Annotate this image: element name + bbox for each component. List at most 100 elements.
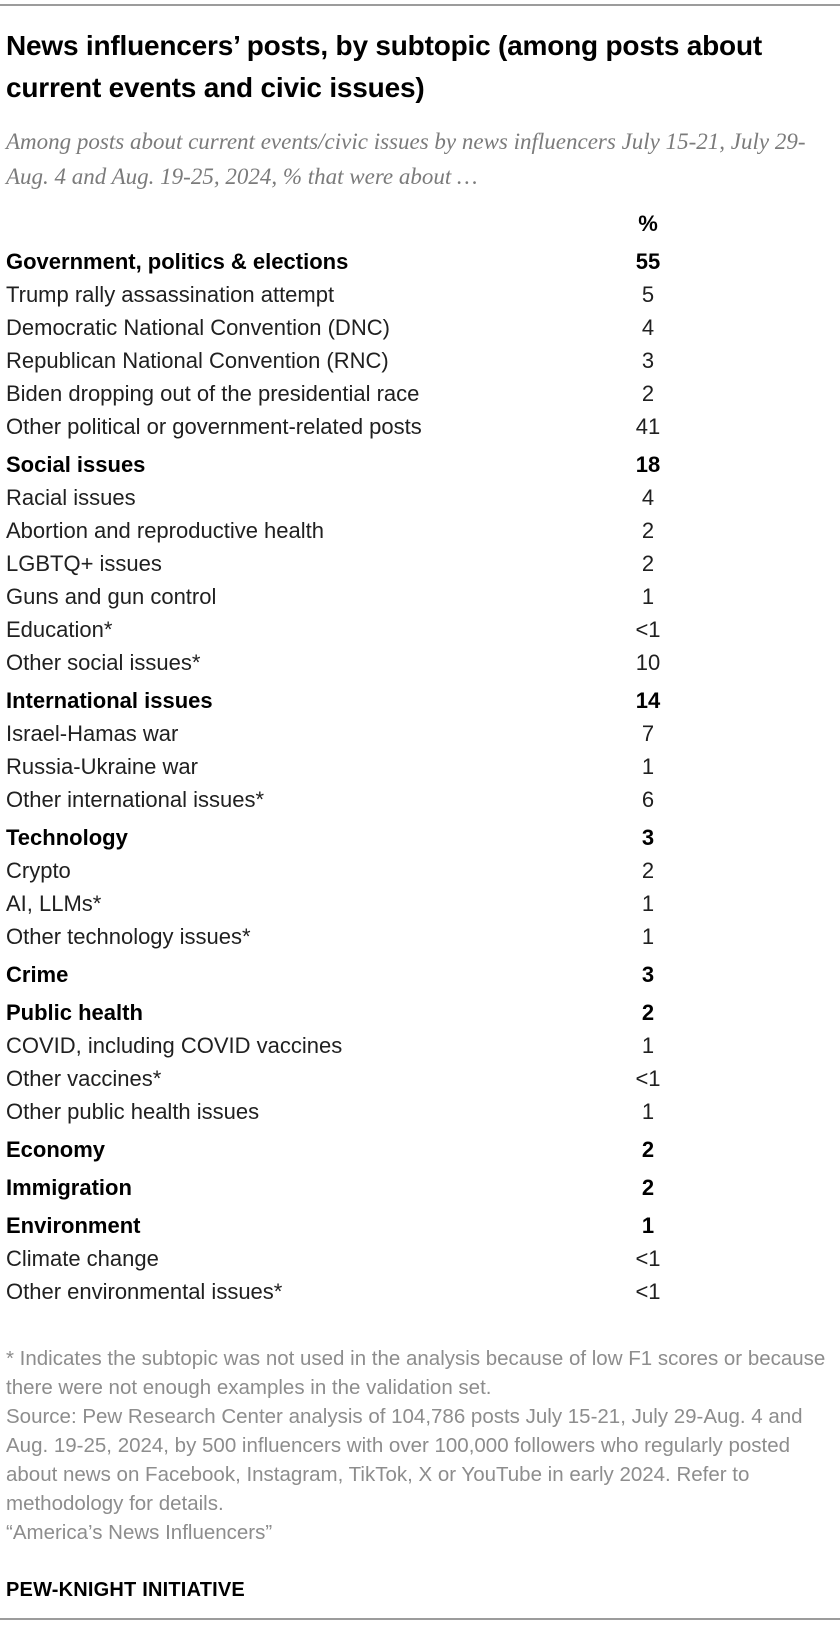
percent-column-header: % — [638, 211, 658, 236]
table-row: Crime 3 — [6, 958, 834, 991]
table-row: Israel-Hamas war 7 — [6, 717, 834, 750]
row-label: Other social issues* — [6, 650, 201, 675]
table-row: Other technology issues* 1 — [6, 920, 834, 953]
table-row: AI, LLMs* 1 — [6, 887, 834, 920]
row-value: 2 — [641, 381, 655, 406]
bottom-divider — [0, 1618, 840, 1620]
row-label: Economy — [6, 1137, 106, 1162]
top-divider — [0, 4, 840, 6]
row-label: Racial issues — [6, 485, 136, 510]
brand-label: PEW-KNIGHT INITIATIVE — [6, 1579, 245, 1601]
report-title: “America’s News Influencers” — [6, 1521, 273, 1544]
table-row: Democratic National Convention (DNC) 4 — [6, 311, 834, 344]
row-label: Democratic National Convention (DNC) — [6, 315, 390, 340]
table-row: Biden dropping out of the presidential r… — [6, 377, 834, 410]
table-row: Social issues 18 — [6, 448, 834, 481]
row-label: Education* — [6, 617, 113, 642]
row-label: Trump rally assassination attempt — [6, 282, 335, 307]
chart-card: News influencers’ posts, by subtopic (am… — [0, 25, 840, 1602]
row-label: Immigration — [6, 1175, 132, 1200]
page-title: News influencers’ posts, by subtopic (am… — [6, 30, 762, 103]
row-label: International issues — [6, 688, 213, 713]
row-label: Other vaccines* — [6, 1066, 162, 1091]
table-row: Government, politics & elections 55 — [6, 245, 834, 278]
table-row: Crypto 2 — [6, 854, 834, 887]
table-row: Environment 1 — [6, 1209, 834, 1242]
row-value: 7 — [641, 721, 655, 746]
table-row: Other environmental issues* <1 — [6, 1275, 834, 1308]
table-row: Immigration 2 — [6, 1171, 834, 1204]
row-label: Technology — [6, 825, 128, 850]
row-value: <1 — [635, 1066, 661, 1091]
row-value: 14 — [635, 688, 661, 713]
table-row: LGBTQ+ issues 2 — [6, 547, 834, 580]
row-value: 18 — [635, 452, 661, 477]
row-value: <1 — [635, 1279, 661, 1304]
row-label: Guns and gun control — [6, 584, 217, 609]
row-label: Climate change — [6, 1246, 159, 1271]
row-label: Russia-Ukraine war — [6, 754, 198, 779]
row-value: 3 — [641, 825, 655, 850]
row-label: COVID, including COVID vaccines — [6, 1033, 343, 1058]
table-row: Republican National Convention (RNC) 3 — [6, 344, 834, 377]
table-row: Other social issues* 10 — [6, 646, 834, 679]
row-label: Biden dropping out of the presidential r… — [6, 381, 420, 406]
row-value: 4 — [641, 315, 655, 340]
table-row: Other political or government-related po… — [6, 410, 834, 443]
row-label: Crypto — [6, 858, 71, 883]
row-label: Social issues — [6, 452, 146, 477]
asterisk-footnote: * Indicates the subtopic was not used in… — [6, 1347, 826, 1399]
table-row: Other international issues* 6 — [6, 783, 834, 816]
table-row: Guns and gun control 1 — [6, 580, 834, 613]
row-value: <1 — [635, 1246, 661, 1271]
table-row: Other public health issues 1 — [6, 1095, 834, 1128]
row-value: <1 — [635, 617, 661, 642]
row-label: Government, politics & elections — [6, 249, 349, 274]
table-row: Economy 2 — [6, 1133, 834, 1166]
row-value: 10 — [635, 650, 661, 675]
row-value: 4 — [641, 485, 655, 510]
row-label: Other environmental issues* — [6, 1279, 283, 1304]
table-row: International issues 14 — [6, 684, 834, 717]
row-value: 2 — [641, 1175, 655, 1200]
table-row: Racial issues 4 — [6, 481, 834, 514]
row-label: Other political or government-related po… — [6, 414, 422, 439]
row-value: 2 — [641, 1137, 655, 1162]
source-note: Source: Pew Research Center analysis of … — [6, 1405, 803, 1515]
row-label: Other public health issues — [6, 1099, 260, 1124]
subtopic-table: % Government, politics & elections 55 Trum… — [6, 207, 834, 1308]
table-row: Education* <1 — [6, 613, 834, 646]
footnotes: * Indicates the subtopic was not used in… — [6, 1344, 834, 1547]
row-value: 6 — [641, 787, 655, 812]
row-value: 5 — [641, 282, 655, 307]
row-value: 1 — [641, 754, 655, 779]
row-value: 1 — [641, 891, 655, 916]
row-label: Crime — [6, 962, 69, 987]
chart-subtitle: Among posts about current events/civic i… — [6, 129, 806, 189]
row-value: 1 — [641, 1033, 655, 1058]
row-value: 41 — [635, 414, 661, 439]
row-label: Abortion and reproductive health — [6, 518, 324, 543]
row-value: 2 — [641, 551, 655, 576]
row-value: 55 — [635, 249, 661, 274]
row-value: 1 — [641, 1213, 655, 1238]
table-header-row: % — [6, 207, 834, 240]
table-row: COVID, including COVID vaccines 1 — [6, 1029, 834, 1062]
row-value: 1 — [641, 584, 655, 609]
table-row: Other vaccines* <1 — [6, 1062, 834, 1095]
row-value: 1 — [641, 1099, 655, 1124]
row-value: 3 — [641, 962, 655, 987]
row-label: Public health — [6, 1000, 143, 1025]
row-label: AI, LLMs* — [6, 891, 102, 916]
row-value: 2 — [641, 858, 655, 883]
table-row: Technology 3 — [6, 821, 834, 854]
row-value: 1 — [641, 924, 655, 949]
table-row: Public health 2 — [6, 996, 834, 1029]
row-label: Other technology issues* — [6, 924, 251, 949]
table-row: Trump rally assassination attempt 5 — [6, 278, 834, 311]
table-row: Abortion and reproductive health 2 — [6, 514, 834, 547]
row-label: Environment — [6, 1213, 141, 1238]
row-label: LGBTQ+ issues — [6, 551, 162, 576]
row-value: 3 — [641, 348, 655, 373]
row-label: Israel-Hamas war — [6, 721, 179, 746]
